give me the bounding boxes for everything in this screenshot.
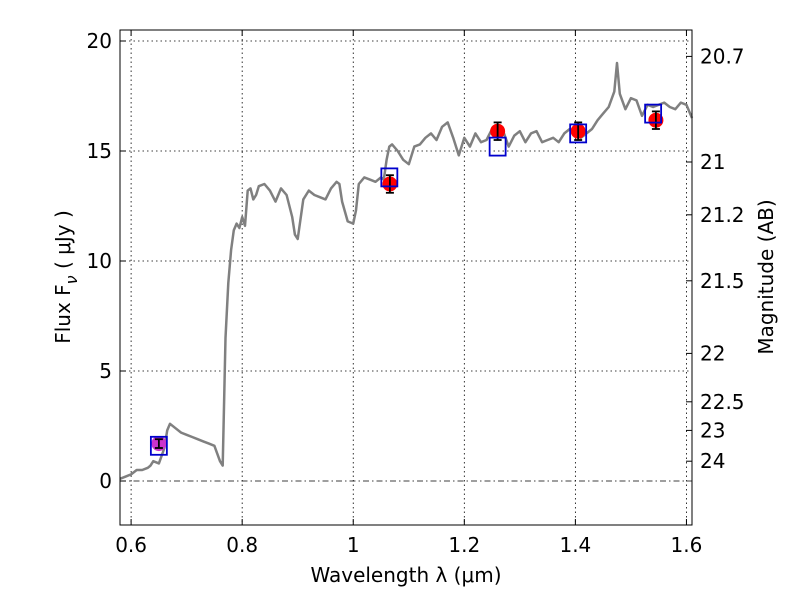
- tick-layer: 0.6 0.8 1 1.2 1.4 1.6 0 5 10 15 20 20.7 21 21.2 21.5 22…: [87, 29, 745, 557]
- marker-layer: [149, 103, 664, 456]
- magnitude-tick-label: 22: [700, 341, 725, 365]
- x-tick-label: 0.8: [226, 533, 258, 557]
- model-photometry-square: [569, 123, 588, 144]
- y-tick-label: 10: [87, 249, 112, 273]
- model-photometry-square: [149, 435, 168, 456]
- model-photometry-square: [380, 167, 399, 188]
- x-axis-title: Wavelength λ (μm): [310, 563, 501, 587]
- x-tick-label: 1.2: [448, 533, 480, 557]
- x-tick-label: 1: [347, 533, 360, 557]
- magnitude-tick-label: 21.2: [700, 203, 745, 227]
- y-axis-title-subscript: ν: [62, 275, 81, 284]
- plot-frame: [119, 29, 693, 526]
- y-axis-title-right: Magnitude (AB): [754, 199, 778, 354]
- x-tick-label: 1.4: [559, 533, 591, 557]
- model-spectrum-line: [119, 61, 694, 480]
- y-axis-title-flux: Flux F: [51, 284, 75, 343]
- y-tick-label: 15: [87, 139, 112, 163]
- series-layer: [119, 61, 694, 480]
- magnitude-tick-label: 24: [700, 449, 725, 473]
- y-tick-label: 5: [99, 359, 112, 383]
- x-tick-label: 1.6: [671, 533, 703, 557]
- magnitude-tick-label: 21: [700, 150, 725, 174]
- magnitude-tick-label: 21.5: [700, 269, 745, 293]
- x-tick-label: 0.6: [115, 533, 147, 557]
- y-axis-title-left: Flux Fν ( μJy ): [51, 210, 81, 344]
- y-axis-title-unit: ( μJy ): [51, 210, 75, 275]
- magnitude-tick-label: 22.5: [700, 390, 745, 414]
- model-photometry-square: [488, 136, 507, 157]
- model-photometry-square: [644, 103, 663, 124]
- magnitude-tick-label: 20.7: [700, 44, 745, 68]
- y-tick-label: 20: [87, 29, 112, 53]
- y-tick-label: 0: [99, 469, 112, 493]
- grid-layer: [120, 30, 692, 525]
- magnitude-tick-label: 23: [700, 418, 725, 442]
